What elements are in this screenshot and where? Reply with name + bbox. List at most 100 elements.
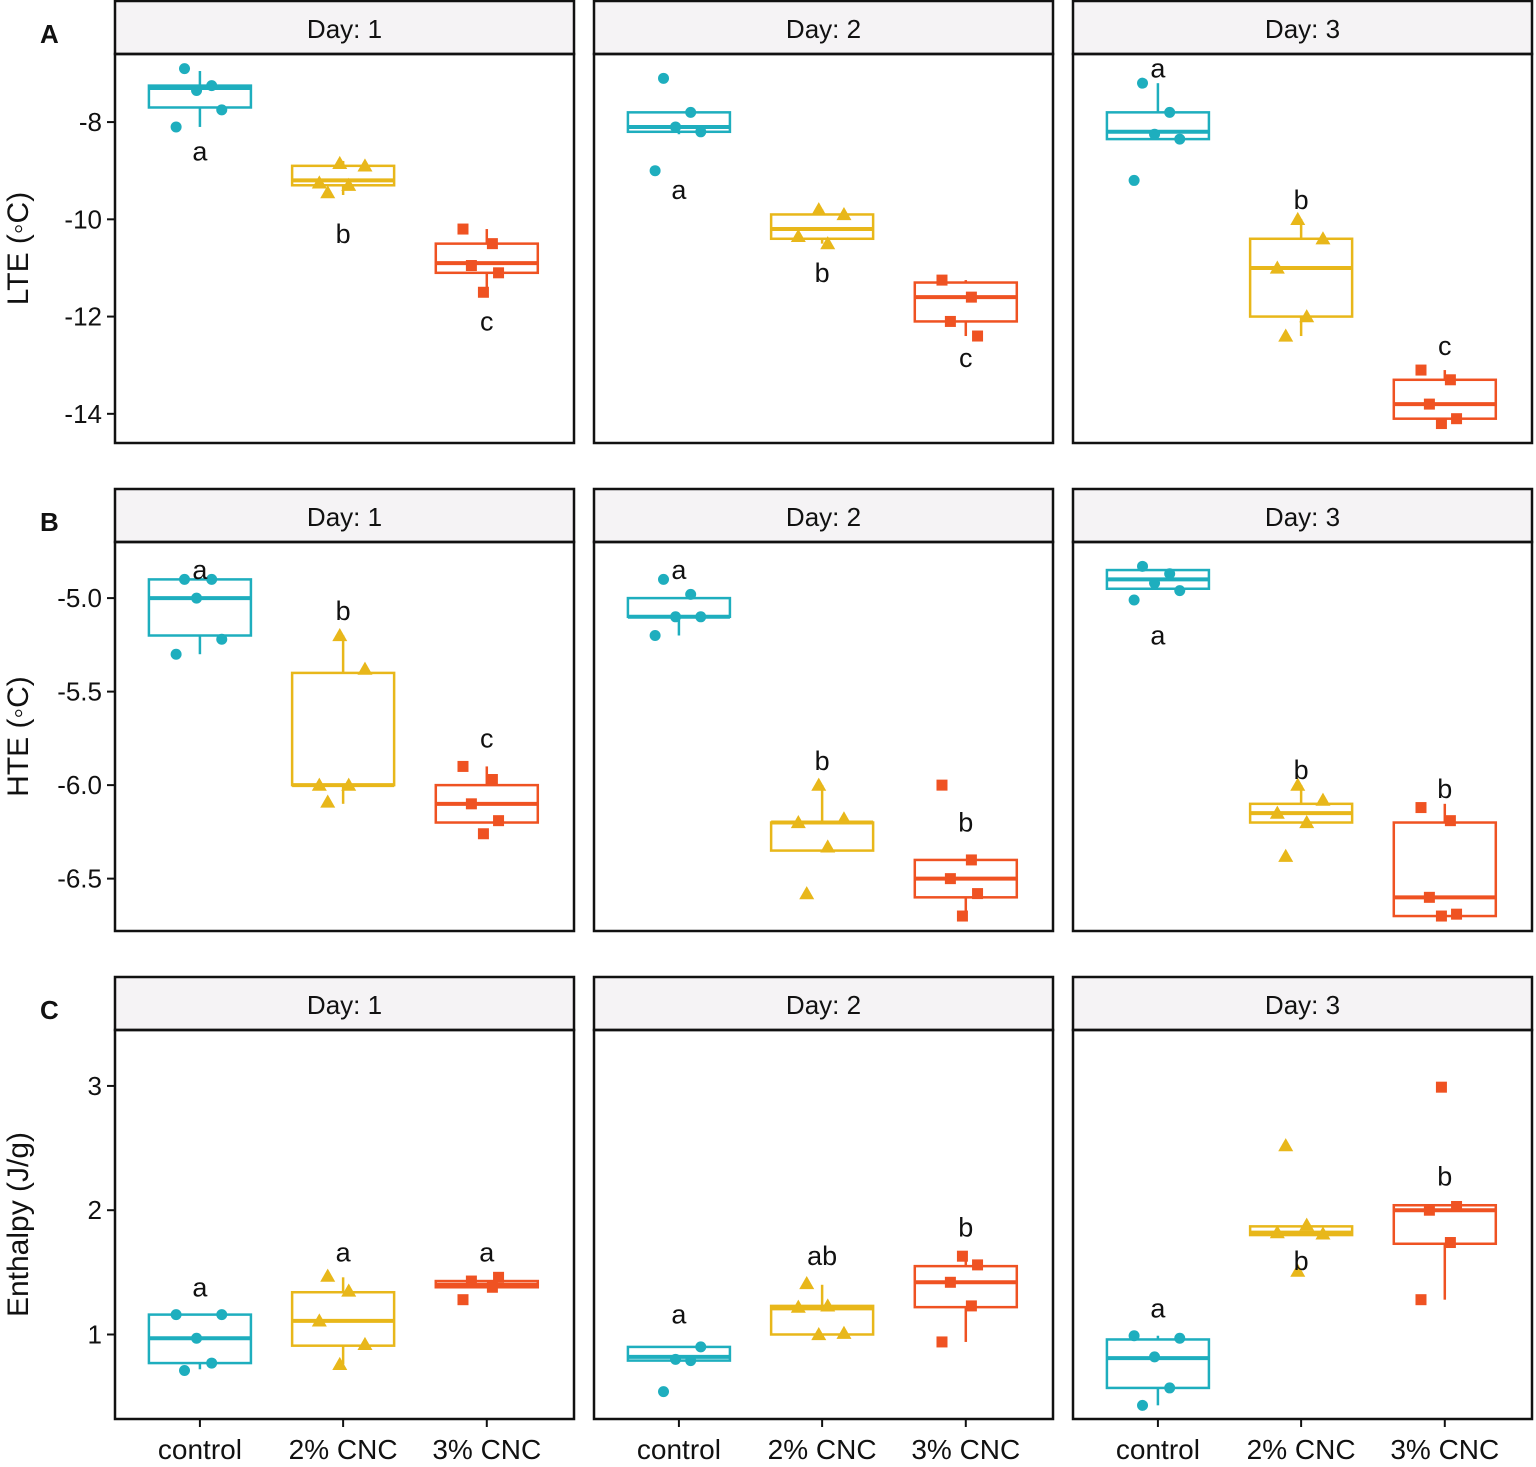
panel-frame xyxy=(1071,540,1534,933)
data-point xyxy=(1278,328,1294,342)
x-tick-label: control xyxy=(637,1434,721,1465)
significance-letter: c xyxy=(1438,331,1452,361)
box-body xyxy=(769,821,875,852)
x-tick-label: 2% CNC xyxy=(1247,1434,1356,1465)
panel-a-day3: Day: 3 a b c xyxy=(1071,0,1534,445)
data-point xyxy=(486,774,498,786)
significance-letter: a xyxy=(671,555,687,585)
panel-a-day1: Day: 1 a b c xyxy=(113,0,576,445)
x-tick-label: 3% CNC xyxy=(432,1434,541,1465)
data-point xyxy=(1444,815,1456,827)
data-point xyxy=(936,274,948,286)
significance-letter: b xyxy=(336,219,351,249)
box-body xyxy=(1392,821,1498,918)
data-point xyxy=(1149,1351,1161,1363)
panel-b-day3: Day: 3 a b b xyxy=(1071,487,1534,933)
data-point xyxy=(1137,77,1149,89)
facet-strip-label: Day: 1 xyxy=(307,14,382,44)
y-tick-label: -14 xyxy=(64,399,102,429)
data-point xyxy=(790,228,806,242)
data-point xyxy=(493,267,505,279)
data-point xyxy=(1315,792,1331,806)
data-point xyxy=(191,1332,203,1344)
data-point xyxy=(1269,805,1285,819)
data-point xyxy=(1415,364,1427,376)
y-tick-label: -10 xyxy=(64,204,102,234)
data-point xyxy=(179,573,191,585)
panel-c-day1: Day: 1 a control a 2% CNC a 3% CNC xyxy=(113,975,576,1465)
data-point xyxy=(1444,374,1456,386)
box-group-cnc3: b xyxy=(1392,774,1498,922)
data-point xyxy=(820,839,836,853)
box-body xyxy=(147,84,253,109)
data-point xyxy=(1290,777,1306,791)
significance-letter: a xyxy=(479,1237,495,1267)
data-point xyxy=(1174,585,1186,597)
data-point xyxy=(486,1281,498,1293)
data-point xyxy=(1423,891,1435,903)
data-point xyxy=(658,72,670,84)
box-group-control: a xyxy=(626,555,732,642)
data-point xyxy=(1164,1382,1176,1394)
significance-letter: c xyxy=(959,343,973,373)
data-point xyxy=(1290,211,1306,225)
data-point xyxy=(311,777,327,791)
data-point xyxy=(216,104,228,116)
data-point xyxy=(357,661,373,675)
y-axis-title: Enthalpy (J/g) xyxy=(2,1132,35,1317)
data-point xyxy=(1451,908,1463,920)
y-axis-title: HTE (◦C) xyxy=(2,676,35,797)
data-point xyxy=(1164,106,1176,118)
data-point xyxy=(799,886,815,900)
data-point xyxy=(972,1259,984,1271)
data-point xyxy=(936,779,948,791)
data-point xyxy=(486,238,498,250)
data-point xyxy=(944,315,956,327)
data-point xyxy=(191,84,203,96)
data-point xyxy=(944,873,956,885)
significance-letter: a xyxy=(192,555,208,585)
significance-letter: a xyxy=(671,175,687,205)
y-tick-label: 2 xyxy=(88,1195,102,1225)
box-group-cnc3: c xyxy=(434,723,540,840)
panel-c-day2: Day: 2 a control ab 2% CNC b 3% CNC xyxy=(592,975,1055,1465)
data-point xyxy=(965,1300,977,1312)
panel-frame xyxy=(1071,52,1534,445)
box-group-cnc3: c xyxy=(913,274,1019,373)
data-point xyxy=(1290,1263,1306,1277)
data-point xyxy=(1299,309,1315,323)
data-point xyxy=(685,1355,697,1367)
significance-letter: b xyxy=(958,808,973,838)
box-group-control: a xyxy=(147,1272,253,1377)
data-point xyxy=(649,165,661,177)
significance-letter: b xyxy=(1437,1162,1452,1192)
significance-letter: b xyxy=(1294,1246,1309,1276)
data-point xyxy=(658,573,670,585)
significance-letter: c xyxy=(480,306,494,336)
significance-letter: b xyxy=(815,258,830,288)
facet-strip-label: Day: 3 xyxy=(1265,502,1340,532)
x-tick-label: 2% CNC xyxy=(768,1434,877,1465)
data-point xyxy=(1278,848,1294,862)
facet-strip xyxy=(592,487,1055,544)
data-point xyxy=(670,611,682,623)
data-point xyxy=(685,588,697,600)
data-point xyxy=(1278,1138,1294,1152)
significance-letter: a xyxy=(336,1237,352,1267)
data-point xyxy=(332,1356,348,1370)
facet-strip-label: Day: 2 xyxy=(786,502,861,532)
data-point xyxy=(1315,1226,1331,1240)
data-point xyxy=(320,1268,336,1282)
data-point xyxy=(695,611,707,623)
box-body xyxy=(290,671,396,787)
box-group-control: a xyxy=(626,72,732,205)
box-group-cnc3: a xyxy=(434,1237,540,1306)
data-point xyxy=(1315,231,1331,245)
box-group-cnc2: b xyxy=(1248,755,1354,862)
panel-frame xyxy=(1071,1028,1534,1421)
data-point xyxy=(1299,1217,1315,1231)
data-point xyxy=(206,573,218,585)
